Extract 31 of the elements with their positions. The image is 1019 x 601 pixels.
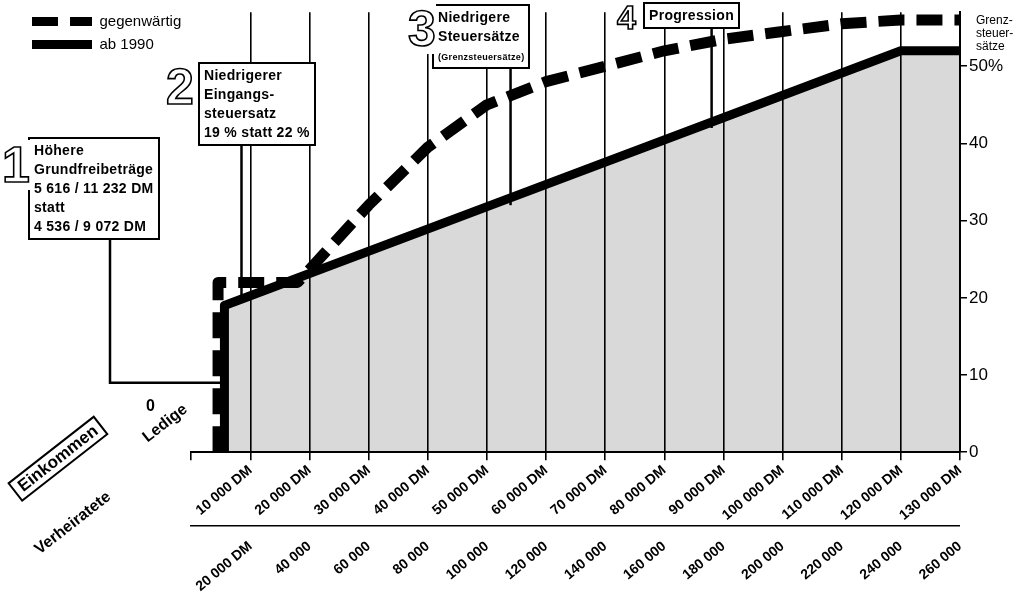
annotation: Progression [649,7,734,23]
x2-tick-label: 200 000 [737,537,788,583]
annotation: Niedrigerer Eingangs- steuersatz 19 % statt 22 % [204,67,310,140]
y-tick-label: 40 [968,133,988,153]
x2-tick-label: 120 000 [501,537,551,583]
x2-tick-label: 160 000 [619,537,669,583]
x2-tick-label: 60 000 [329,537,374,578]
x2-tick-label: 40 000 [270,537,315,578]
x2-tick-label: 220 000 [797,537,847,583]
legend-label: ab 1990 [99,34,154,52]
y-tick-label: 20 [968,287,988,307]
x-tick-label: 80 000 DM [606,461,669,518]
y-tick-label: 10 [968,364,988,384]
annotation: Niedrigere Steuersätze (Grenzsteuersätze) [438,9,525,62]
x2-tick-label: 260 000 [915,537,965,583]
y-axis-title: Grenz- steuer- sätze [976,13,1014,53]
x2-tick-label: 180 000 [678,537,729,583]
x2-tick-label: 80 000 [389,537,433,578]
y-tick-label: 0 [968,441,979,461]
x2-tick-label: 100 000 [442,537,492,583]
x2-tick-label: 140 000 [560,537,610,583]
annotation: 2 [166,59,194,115]
annotation: 3 [408,1,436,57]
legend-label: gegenwärtig [99,11,182,29]
y-tick-label: 30 [968,210,988,230]
annotation: 4 [617,0,636,36]
x2-tick-label: 20 000 DM [192,537,255,594]
y-tick-label: 50% [968,55,1004,75]
x2-tick-label: 240 000 [856,537,906,583]
annotation: Höhere Grundfreibeträge 5 616 / 11 232 DM statt 4 536 / 9 072 DM [34,142,154,234]
text: 1 [2,137,30,193]
